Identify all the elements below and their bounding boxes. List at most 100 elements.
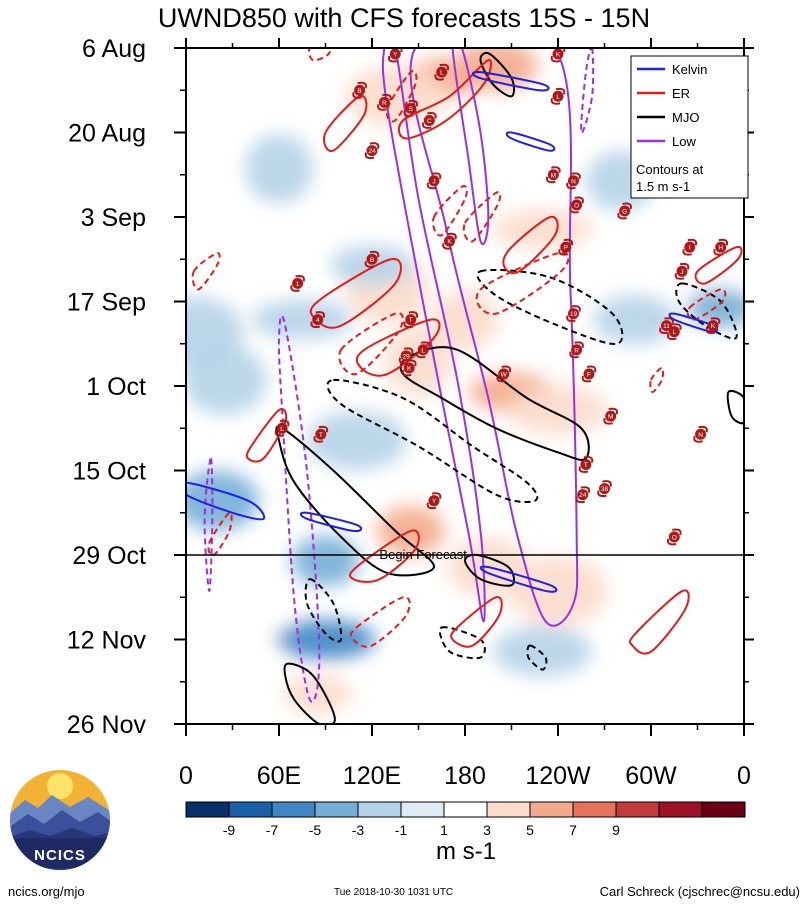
storm-arm	[415, 351, 426, 359]
mjo-contour	[438, 626, 486, 660]
storm-marker: 24	[575, 486, 591, 504]
storm-arm	[439, 63, 450, 71]
storm-marker: N	[693, 425, 708, 443]
kelvin-contour	[505, 131, 556, 152]
footer-link[interactable]: ncics.org/mjo	[8, 884, 85, 899]
storm-arm	[581, 375, 592, 383]
storm-arm	[420, 341, 431, 349]
storm-marker: Y	[426, 492, 442, 510]
low-contour	[580, 48, 595, 134]
er-contour	[349, 596, 411, 648]
storm-marker: W	[496, 365, 512, 383]
storm-marker: K	[705, 317, 721, 335]
colorbar-cell	[572, 801, 617, 818]
storm-arm	[369, 142, 380, 149]
storm-marker: H	[713, 238, 729, 256]
storm-label: K	[407, 365, 412, 372]
er-contour	[307, 48, 332, 62]
storm-arm	[357, 81, 367, 89]
mjo-contour	[526, 644, 548, 671]
storm-marker: C	[422, 111, 437, 129]
storm-label: T	[409, 317, 413, 324]
x-tick-label: 60E	[257, 762, 301, 790]
storm-label: 11	[663, 323, 670, 330]
kelvin-contour	[479, 565, 558, 593]
anomaly-patch	[186, 344, 267, 415]
anomaly-patch	[570, 476, 639, 537]
anomaly-patch	[252, 299, 353, 340]
anomaly-patch	[186, 88, 259, 129]
storm-label: W	[501, 371, 508, 378]
colorbar-tick-label: 3	[483, 822, 491, 838]
storm-arm	[608, 407, 619, 415]
storm-marker: O	[666, 528, 682, 546]
colorbar-tick-label: -3	[352, 822, 365, 838]
y-tick-label: 20 Aug	[68, 120, 146, 148]
storm-marker: T	[403, 311, 419, 329]
storm-label: K	[711, 323, 716, 330]
colorbar-cell	[271, 801, 316, 818]
colorbar-tick-label: -7	[266, 822, 279, 838]
x-axis: 0 60E 120E 180 120W 60W 0	[179, 38, 751, 790]
storm-eye	[715, 241, 727, 253]
kelvin-contour	[668, 312, 718, 333]
storm-eye	[695, 428, 707, 440]
storm-label: G	[622, 208, 627, 215]
storm-marker: 4	[310, 311, 326, 329]
forecast-marker: Begin Forecast	[186, 547, 744, 562]
storm-marker: G	[617, 202, 632, 220]
colorbar-tick-label: 5	[526, 822, 534, 838]
storm-eye	[428, 495, 440, 507]
storm-marker: J	[674, 262, 690, 280]
storm-eye	[400, 350, 412, 362]
storm-marker: P	[558, 238, 574, 256]
storm-arm	[501, 365, 512, 373]
anomaly-patch	[245, 133, 313, 204]
storm-arm	[674, 273, 685, 280]
storm-arm	[580, 486, 591, 493]
filtered-contours	[186, 48, 744, 724]
storm-arm	[566, 315, 576, 323]
storm-arm	[447, 232, 457, 240]
storm-eye	[428, 175, 440, 187]
storm-eye	[707, 320, 719, 332]
storm-label: I	[689, 245, 691, 252]
storm-eye	[560, 241, 572, 253]
storm-label: F	[587, 371, 591, 378]
storm-eye	[444, 235, 455, 247]
storm-label: 1	[296, 281, 300, 288]
storm-label: H	[718, 245, 723, 252]
storm-eye	[423, 114, 435, 126]
colorbar-tick-label: 1	[440, 822, 448, 838]
colorbar-cells	[185, 801, 746, 818]
storm-label: C	[427, 118, 432, 125]
storm-label: P	[564, 245, 568, 252]
er-contour	[191, 252, 221, 291]
colorbar-cell	[529, 801, 574, 818]
begin-forecast-label: Begin Forecast	[379, 547, 467, 562]
storm-arm	[290, 285, 300, 292]
legend-label: ER	[672, 86, 690, 101]
storm-arm	[693, 436, 703, 443]
colorbar-labels: -9 -7 -5 -3 -1 1 3 5 7 9	[223, 822, 620, 838]
storm-arm	[403, 347, 414, 355]
storm-arm	[583, 456, 594, 463]
storm-eye	[571, 199, 583, 211]
storm-arm	[431, 172, 442, 180]
colorbar-cell	[357, 801, 402, 818]
storm-eye	[405, 102, 417, 114]
anomaly-patch	[431, 289, 499, 350]
y-tick-label: 26 Nov	[67, 711, 147, 739]
storm-label: N	[698, 432, 703, 439]
er-contour	[385, 70, 418, 123]
storm-arm	[571, 172, 581, 180]
storm-eye	[552, 90, 564, 102]
anomaly-patch	[508, 385, 608, 436]
er-contour	[338, 312, 404, 376]
storm-arm	[586, 365, 597, 373]
y-tick-label: 29 Oct	[72, 542, 146, 570]
storm-label: 38	[601, 486, 609, 493]
low-contour	[203, 457, 214, 593]
storm-label: M	[551, 172, 556, 179]
